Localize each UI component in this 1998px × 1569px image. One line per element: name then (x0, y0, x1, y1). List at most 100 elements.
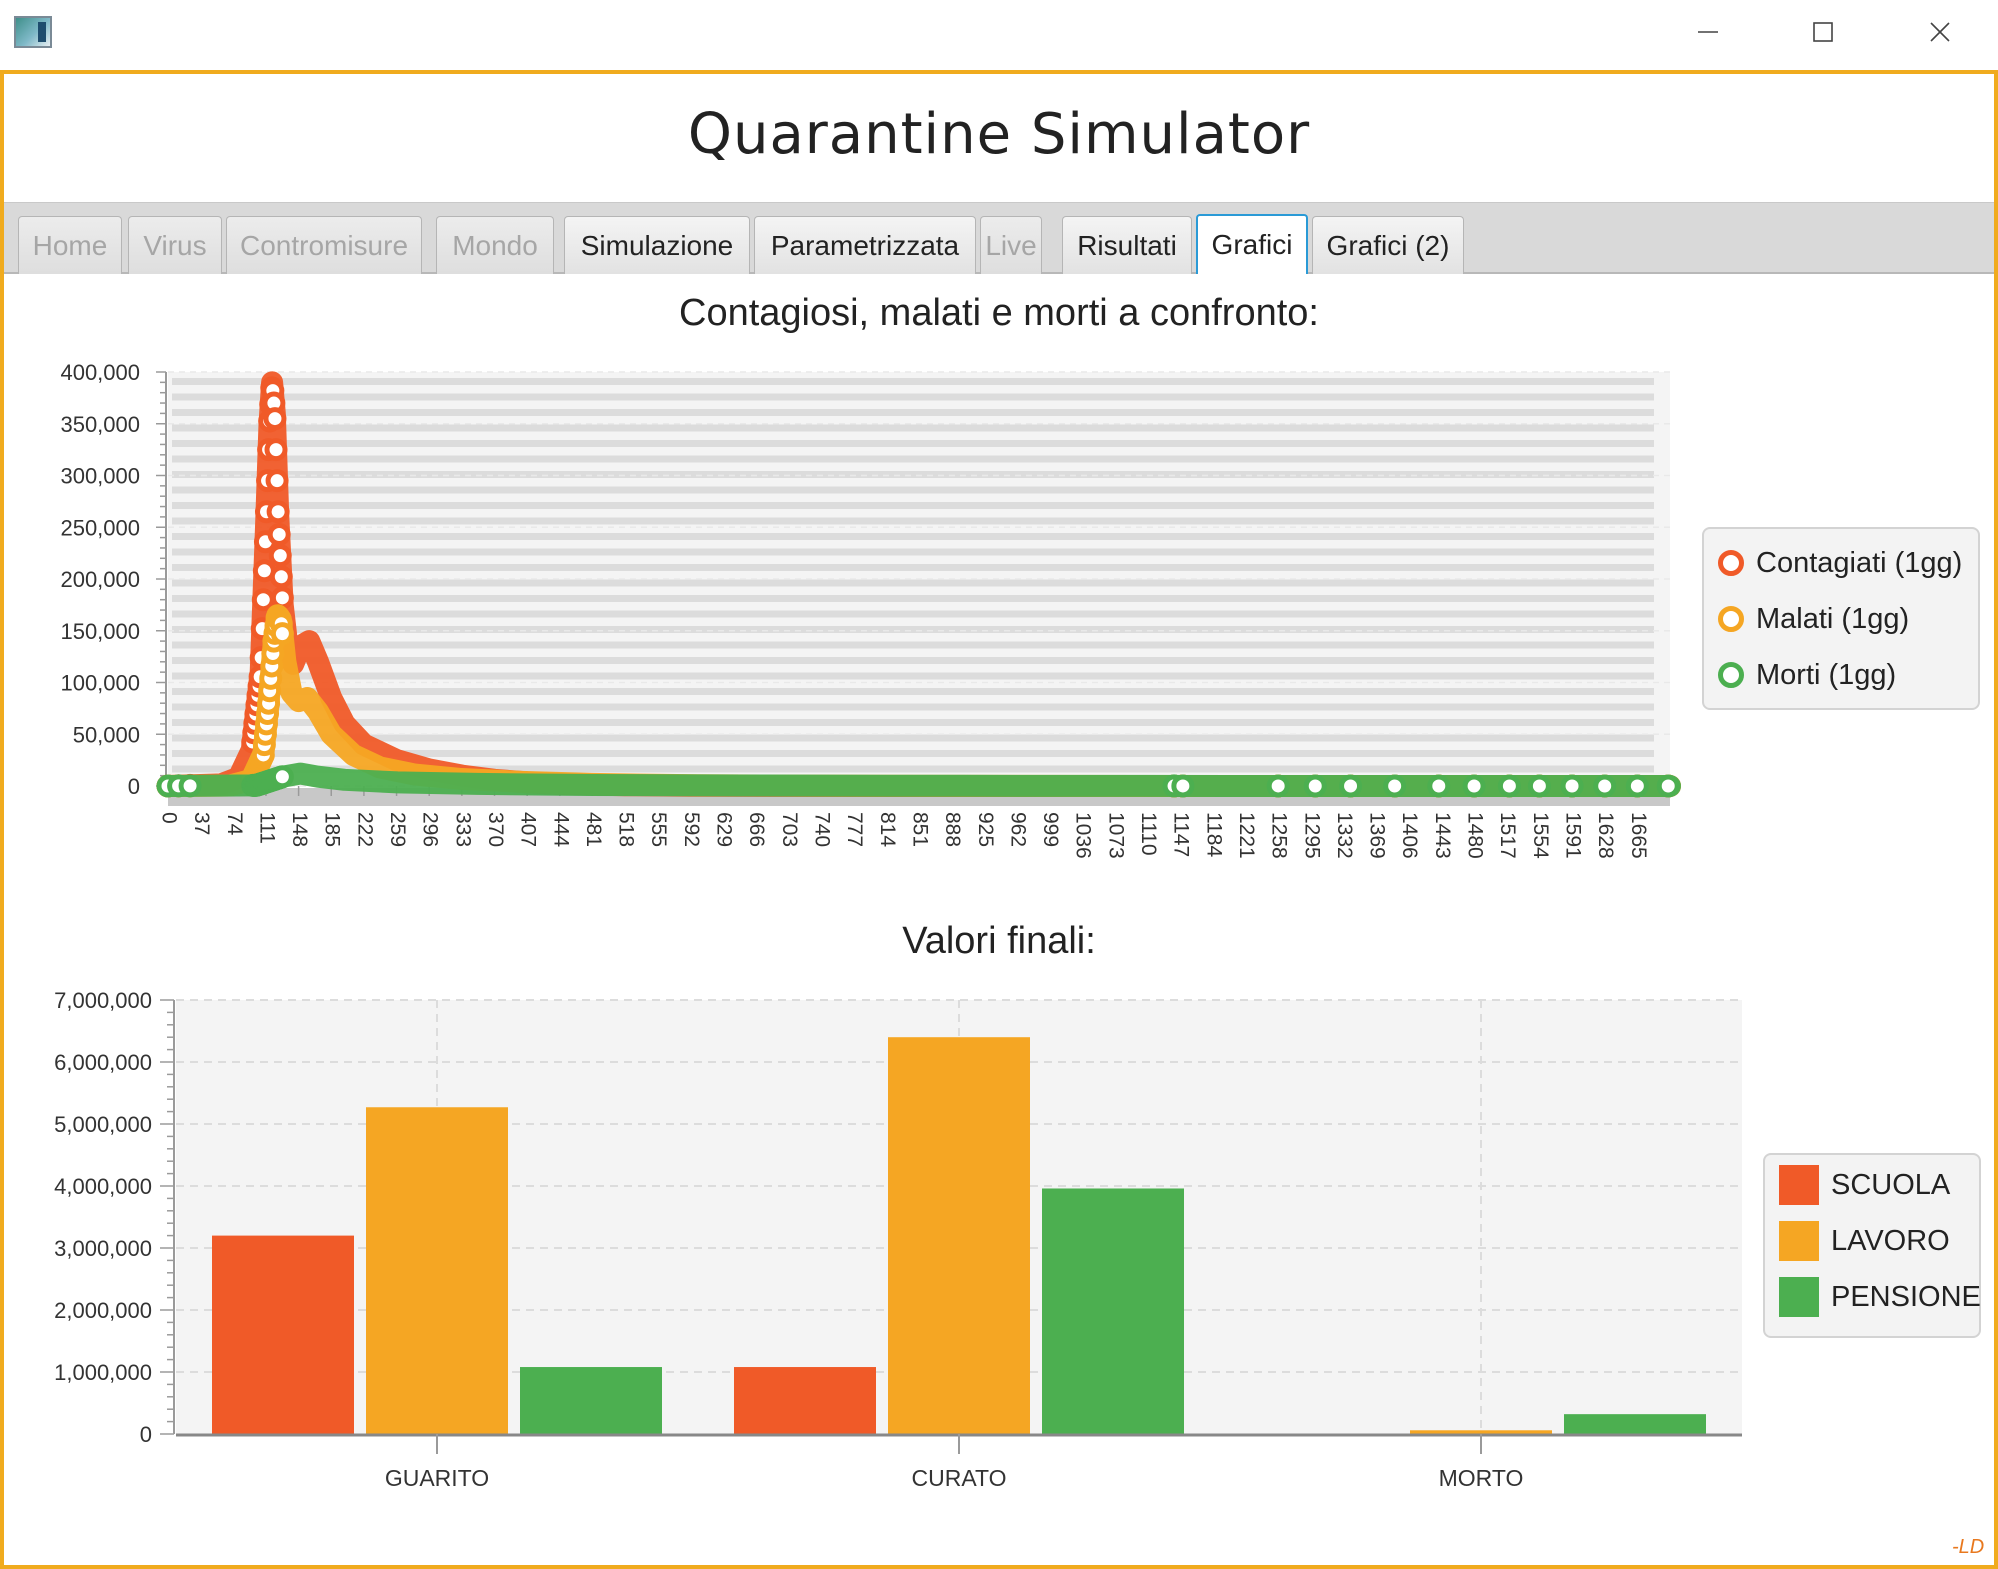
y-tick-label: 7,000,000 (54, 988, 152, 1013)
tab-label: Risultati (1077, 229, 1177, 261)
x-tick-label: 481 (582, 812, 605, 847)
bar-lavoro-curato (888, 1037, 1030, 1434)
x-tick-label: 1554 (1529, 812, 1552, 859)
tab-label: Mondo (452, 229, 538, 261)
plot-stripe (172, 672, 1654, 680)
x-tick-label: 925 (974, 812, 997, 847)
plot-stripe (172, 502, 1654, 509)
minimize-button[interactable] (1678, 8, 1738, 56)
legend-marker (1779, 1165, 1819, 1205)
tab-label: Virus (143, 229, 207, 261)
data-point (268, 544, 292, 568)
x-tick-label: 1332 (1333, 812, 1356, 859)
tab-simulazione[interactable]: Simulazione (564, 216, 750, 274)
x-tick-label: 1480 (1464, 812, 1487, 859)
tab-label: Parametrizzata (770, 229, 960, 261)
y-tick-label: 250,000 (60, 515, 140, 540)
x-tick-label: 1406 (1398, 812, 1421, 859)
x-tick-label: CURATO (912, 1465, 1007, 1491)
x-tick-label: 1184 (1202, 812, 1225, 857)
chart2-title: Valori finali: (902, 920, 1096, 962)
maximize-button[interactable] (1793, 8, 1853, 56)
tab-parametrizzata[interactable]: Parametrizzata (754, 216, 976, 274)
tab-virus[interactable]: Virus (128, 216, 222, 274)
x-tick-label: MORTO (1439, 1465, 1524, 1491)
plot-stripe (172, 579, 1654, 587)
x-tick-label: 111 (255, 812, 278, 844)
tab-label: Contromisure (239, 229, 409, 261)
data-point (1171, 774, 1195, 798)
close-icon (1930, 22, 1950, 42)
chart1-title: Contagiosi, malati e morti a confronto: (679, 292, 1319, 334)
plot-stripe (172, 424, 1654, 432)
tab-grafici-2[interactable]: Grafici (2) (1312, 216, 1464, 274)
x-tick-label: 1036 (1072, 812, 1095, 859)
plot-stripe (172, 517, 1654, 525)
bars (212, 1037, 1706, 1434)
close-button[interactable] (1910, 8, 1970, 56)
plot-stripe (172, 548, 1654, 556)
tab-label: Grafici (1211, 229, 1293, 260)
bar-lavoro-morto (1410, 1430, 1552, 1434)
x-tick-label: 777 (843, 812, 866, 847)
tab-label: Live (985, 229, 1037, 261)
line-chart-legend: Contagiati (1gg) Malati (1gg) Morti (1gg… (1702, 527, 1980, 710)
author-signature: -LD (1952, 1536, 1985, 1558)
plot-stripe (172, 471, 1654, 478)
x-tick-label: 74 (223, 812, 246, 836)
tab-mondo[interactable]: Mondo (436, 216, 554, 274)
data-point (1625, 774, 1649, 798)
x-tick-label: 185 (321, 812, 344, 847)
data-point (266, 500, 290, 524)
x-tick-label: 37 (190, 812, 213, 835)
x-tick-label: 1073 (1104, 812, 1127, 859)
data-point (267, 522, 291, 546)
legend-marker (1779, 1221, 1819, 1261)
data-point (1266, 774, 1290, 798)
plot-stripe (172, 657, 1654, 664)
x-tick-label: 1147 (1170, 812, 1193, 857)
data-point (269, 565, 293, 589)
plot-stripe (172, 564, 1654, 571)
legend-item-morti: Morti (1gg) (1718, 655, 1896, 695)
x-tick-label: 666 (745, 812, 768, 847)
x-tick-label: 888 (941, 812, 964, 847)
x-tick-label: 333 (451, 812, 474, 847)
legend-label: Malati (1gg) (1756, 602, 1910, 635)
plot-stripe (172, 719, 1654, 726)
plot-stripe (172, 703, 1654, 711)
bar-chart-legend: SCUOLA LAVORO PENSIONE (1763, 1153, 1981, 1338)
plot-stripe (172, 393, 1654, 401)
data-point (1339, 774, 1363, 798)
tab-risultati[interactable]: Risultati (1062, 216, 1192, 274)
plot-stripe (172, 455, 1654, 463)
x-tick-label: 999 (1039, 812, 1062, 847)
x-tick-label: GUARITO (385, 1465, 489, 1491)
tab-contromisure[interactable]: Contromisure (226, 216, 422, 274)
tab-label: Grafici (2) (1326, 229, 1450, 261)
plot-stripe (172, 409, 1654, 416)
tab-live[interactable]: Live (980, 216, 1042, 274)
window-titlebar (0, 0, 1998, 70)
series-morti-1gg (156, 762, 1681, 798)
app-window-icon (14, 16, 52, 48)
tab-grafici[interactable]: Grafici (1196, 214, 1308, 274)
x-tick-label: 518 (615, 812, 638, 847)
x-tick-label: 1628 (1594, 812, 1617, 859)
legend-label: PENSIONE (1831, 1280, 1981, 1313)
line-chart: 0 50,000 100,000 150,000 200,000 250,000 300,0… (60, 360, 1681, 859)
plot-stripe (172, 626, 1654, 633)
legend-marker (1779, 1277, 1819, 1317)
x-tick-label: 703 (778, 812, 801, 847)
bar-scuola-guarito (212, 1235, 354, 1434)
y-tick-label: 350,000 (60, 412, 140, 437)
x-tick-label: 222 (353, 812, 376, 847)
plot-stripe (172, 750, 1654, 757)
x-tick-label: 444 (549, 812, 572, 847)
data-point (263, 407, 287, 431)
tab-home[interactable]: Home (18, 216, 122, 274)
legend-label: Contagiati (1gg) (1756, 546, 1963, 579)
x-tick-label: 814 (876, 812, 899, 847)
x-tick-label: 1369 (1366, 812, 1389, 859)
x-tick-label: 0 (157, 812, 180, 824)
